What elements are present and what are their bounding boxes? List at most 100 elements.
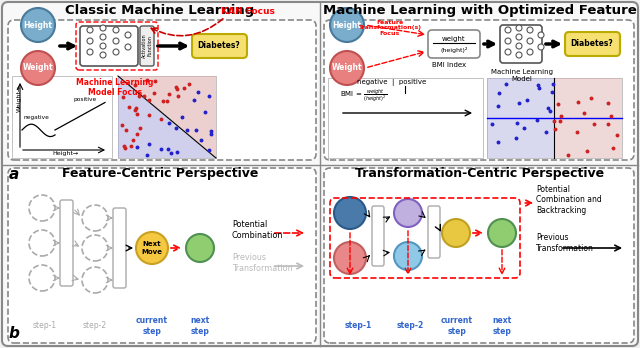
Circle shape xyxy=(186,234,214,262)
Text: a: a xyxy=(9,167,19,182)
FancyBboxPatch shape xyxy=(500,25,542,63)
Circle shape xyxy=(29,265,55,291)
Text: Previous
Transformation: Previous Transformation xyxy=(536,233,594,253)
Text: step-1: step-1 xyxy=(33,322,57,331)
Circle shape xyxy=(516,25,522,31)
FancyBboxPatch shape xyxy=(8,168,316,343)
Text: step-2: step-2 xyxy=(396,322,424,331)
FancyBboxPatch shape xyxy=(113,208,126,288)
FancyBboxPatch shape xyxy=(140,26,154,66)
Text: current
step: current step xyxy=(441,316,473,336)
Circle shape xyxy=(87,49,93,55)
Text: Previous
Transformation: Previous Transformation xyxy=(232,253,292,273)
Circle shape xyxy=(330,51,364,85)
Text: Feature
Transformation(s)
Focus: Feature Transformation(s) Focus xyxy=(358,20,422,36)
FancyBboxPatch shape xyxy=(372,206,384,266)
Text: (height)²: (height)² xyxy=(440,47,468,53)
Circle shape xyxy=(100,52,106,58)
Circle shape xyxy=(21,51,55,85)
Text: Diabetes?: Diabetes? xyxy=(571,40,613,48)
Text: Height: Height xyxy=(333,21,362,30)
FancyBboxPatch shape xyxy=(487,78,622,158)
Text: Feature-Centric Perspective: Feature-Centric Perspective xyxy=(62,167,258,180)
Text: step-1: step-1 xyxy=(344,322,372,331)
Circle shape xyxy=(394,242,422,270)
Circle shape xyxy=(87,27,93,33)
Circle shape xyxy=(516,52,522,58)
FancyBboxPatch shape xyxy=(428,206,440,258)
Text: Potential
Combination and
Backtracking: Potential Combination and Backtracking xyxy=(536,185,602,215)
Circle shape xyxy=(527,27,533,33)
Circle shape xyxy=(113,27,119,33)
Text: Weight: Weight xyxy=(332,63,362,72)
Text: weight: weight xyxy=(442,36,466,42)
Circle shape xyxy=(538,32,544,38)
FancyBboxPatch shape xyxy=(118,76,216,158)
Text: b: b xyxy=(9,326,20,341)
Text: Classic Machine Learning: Classic Machine Learning xyxy=(65,4,255,17)
Text: BMI = $\frac{weight}{(height)^2}$: BMI = $\frac{weight}{(height)^2}$ xyxy=(340,88,387,104)
FancyBboxPatch shape xyxy=(428,30,480,58)
Text: Next: Next xyxy=(143,241,161,247)
Circle shape xyxy=(527,38,533,44)
FancyBboxPatch shape xyxy=(324,168,634,343)
Text: BMI Index: BMI Index xyxy=(432,62,466,68)
Circle shape xyxy=(113,49,119,55)
Text: next
step: next step xyxy=(492,316,511,336)
Circle shape xyxy=(527,49,533,55)
Circle shape xyxy=(334,242,366,274)
FancyBboxPatch shape xyxy=(80,26,138,66)
Circle shape xyxy=(394,199,422,227)
Circle shape xyxy=(442,219,470,247)
Text: positive: positive xyxy=(74,97,97,103)
FancyBboxPatch shape xyxy=(565,32,620,56)
Circle shape xyxy=(29,230,55,256)
Text: Diabetes?: Diabetes? xyxy=(198,41,241,50)
Circle shape xyxy=(136,232,168,264)
Circle shape xyxy=(113,38,119,44)
Text: KAN Focus: KAN Focus xyxy=(221,8,275,16)
Circle shape xyxy=(488,219,516,247)
Circle shape xyxy=(82,205,108,231)
Circle shape xyxy=(538,44,544,50)
Text: Weight: Weight xyxy=(22,63,53,72)
Circle shape xyxy=(82,267,108,293)
Polygon shape xyxy=(118,76,216,158)
Text: Activation
Function: Activation Function xyxy=(141,34,152,58)
Text: Height→: Height→ xyxy=(52,151,78,156)
Text: Height: Height xyxy=(24,21,52,30)
Text: Machine Learning
Model Focus: Machine Learning Model Focus xyxy=(76,78,154,97)
Text: Move: Move xyxy=(141,249,163,255)
FancyBboxPatch shape xyxy=(60,200,73,286)
Circle shape xyxy=(100,34,106,40)
Circle shape xyxy=(516,34,522,40)
FancyBboxPatch shape xyxy=(8,20,316,160)
FancyBboxPatch shape xyxy=(328,78,483,158)
Polygon shape xyxy=(118,76,216,158)
Circle shape xyxy=(505,49,511,55)
Text: Machine Learning with Optimized Feature: Machine Learning with Optimized Feature xyxy=(323,4,637,17)
Text: Machine Learning
Model: Machine Learning Model xyxy=(491,69,553,82)
Circle shape xyxy=(505,38,511,44)
Circle shape xyxy=(21,8,55,42)
Text: step-2: step-2 xyxy=(83,322,107,331)
Circle shape xyxy=(125,32,131,38)
Text: negative: negative xyxy=(23,116,49,120)
Circle shape xyxy=(100,43,106,49)
Circle shape xyxy=(334,197,366,229)
Text: next
step: next step xyxy=(190,316,210,336)
Text: Weight→: Weight→ xyxy=(17,85,22,112)
Circle shape xyxy=(505,27,511,33)
Circle shape xyxy=(330,8,364,42)
Circle shape xyxy=(516,43,522,49)
Text: negative  |  positive: negative | positive xyxy=(357,79,427,87)
Circle shape xyxy=(87,38,93,44)
Text: Transformation-Centric Perspective: Transformation-Centric Perspective xyxy=(355,167,605,180)
FancyBboxPatch shape xyxy=(12,76,112,158)
FancyBboxPatch shape xyxy=(487,78,554,158)
FancyBboxPatch shape xyxy=(192,34,247,58)
Text: Potential
Combination: Potential Combination xyxy=(232,220,284,240)
Circle shape xyxy=(29,195,55,221)
Circle shape xyxy=(100,25,106,31)
Text: current
step: current step xyxy=(136,316,168,336)
